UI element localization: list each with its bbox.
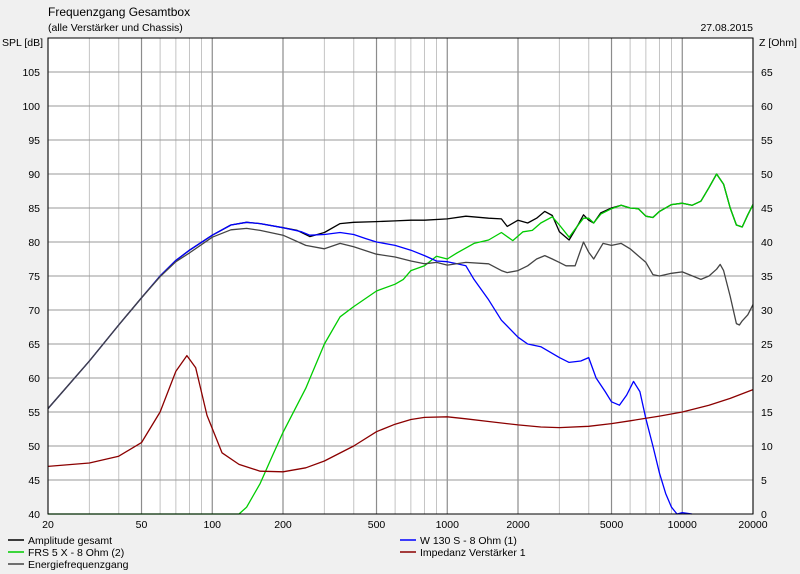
x-tick-label: 2000	[506, 519, 530, 531]
y-left-axis-label: SPL [dB]	[2, 37, 43, 49]
series-line-2	[48, 173, 754, 515]
y-right-tick-label: 0	[761, 509, 767, 521]
x-tick-label: 50	[136, 519, 148, 531]
series-line-5	[47, 227, 754, 410]
x-tick-label: 20	[42, 519, 54, 531]
y-left-tick-label: 40	[28, 509, 40, 521]
y-right-tick-label: 65	[761, 67, 773, 79]
y-left-tick-label: 50	[28, 441, 40, 453]
y-left-tick-label: 45	[28, 475, 40, 487]
y-left-tick-label: 75	[28, 271, 40, 283]
y-left-tick-label: 85	[28, 203, 40, 215]
y-right-tick-label: 35	[761, 271, 773, 283]
y-left-tick-label: 95	[28, 135, 40, 147]
y-left-tick-label: 90	[28, 169, 40, 181]
y-left-tick-label: 55	[28, 407, 40, 419]
series-line-4	[47, 354, 754, 473]
y-right-tick-label: 30	[761, 305, 773, 317]
grid	[47, 38, 754, 514]
y-left-tick-label: 70	[28, 305, 40, 317]
y-left-tick-label: 60	[28, 373, 40, 385]
y-right-tick-label: 55	[761, 135, 773, 147]
y-right-tick-label: 50	[761, 169, 773, 181]
y-right-tick-label: 10	[761, 441, 773, 453]
y-left-tick-label: 80	[28, 237, 40, 249]
legend-label: FRS 5 X - 8 Ohm (2)	[28, 547, 124, 559]
legend-label: Amplitude gesamt	[28, 535, 112, 547]
y-right-tick-label: 25	[761, 339, 773, 351]
y-left-tick-label: 100	[22, 101, 40, 113]
x-tick-label: 1000	[436, 519, 460, 531]
plot-frame	[47, 37, 754, 515]
chart-date: 27.08.2015	[700, 22, 753, 34]
y-right-tick-label: 45	[761, 203, 773, 215]
series-group	[47, 173, 754, 515]
x-tick-label: 500	[368, 519, 386, 531]
x-tick-label: 20000	[738, 519, 767, 531]
y-left-tick-label: 65	[28, 339, 40, 351]
y-right-tick-label: 40	[761, 237, 773, 249]
y-right-tick-label: 5	[761, 475, 767, 487]
legend-label: W 130 S - 8 Ohm (1)	[420, 535, 517, 547]
x-tick-label: 5000	[600, 519, 624, 531]
legend-label: Energiefrequenzgang	[28, 559, 129, 571]
y-right-axis-label: Z [Ohm]	[759, 37, 797, 49]
chart-subtitle: (alle Verstärker und Chassis)	[48, 22, 183, 34]
series-line-3	[47, 221, 693, 515]
y-left-tick-label: 105	[22, 67, 40, 79]
tick-labels: 20 50 100 200 500 1000 2000 5000 10000 2000040455…	[22, 67, 772, 531]
x-tick-label: 200	[274, 519, 292, 531]
legend-label: Impedanz Verstärker 1	[420, 547, 526, 559]
y-right-tick-label: 15	[761, 407, 773, 419]
x-tick-label: 10000	[668, 519, 697, 531]
chart-title: Frequenzgang Gesamtbox	[48, 5, 190, 19]
x-tick-label: 100	[203, 519, 221, 531]
y-right-tick-label: 60	[761, 101, 773, 113]
y-right-tick-label: 20	[761, 373, 773, 385]
